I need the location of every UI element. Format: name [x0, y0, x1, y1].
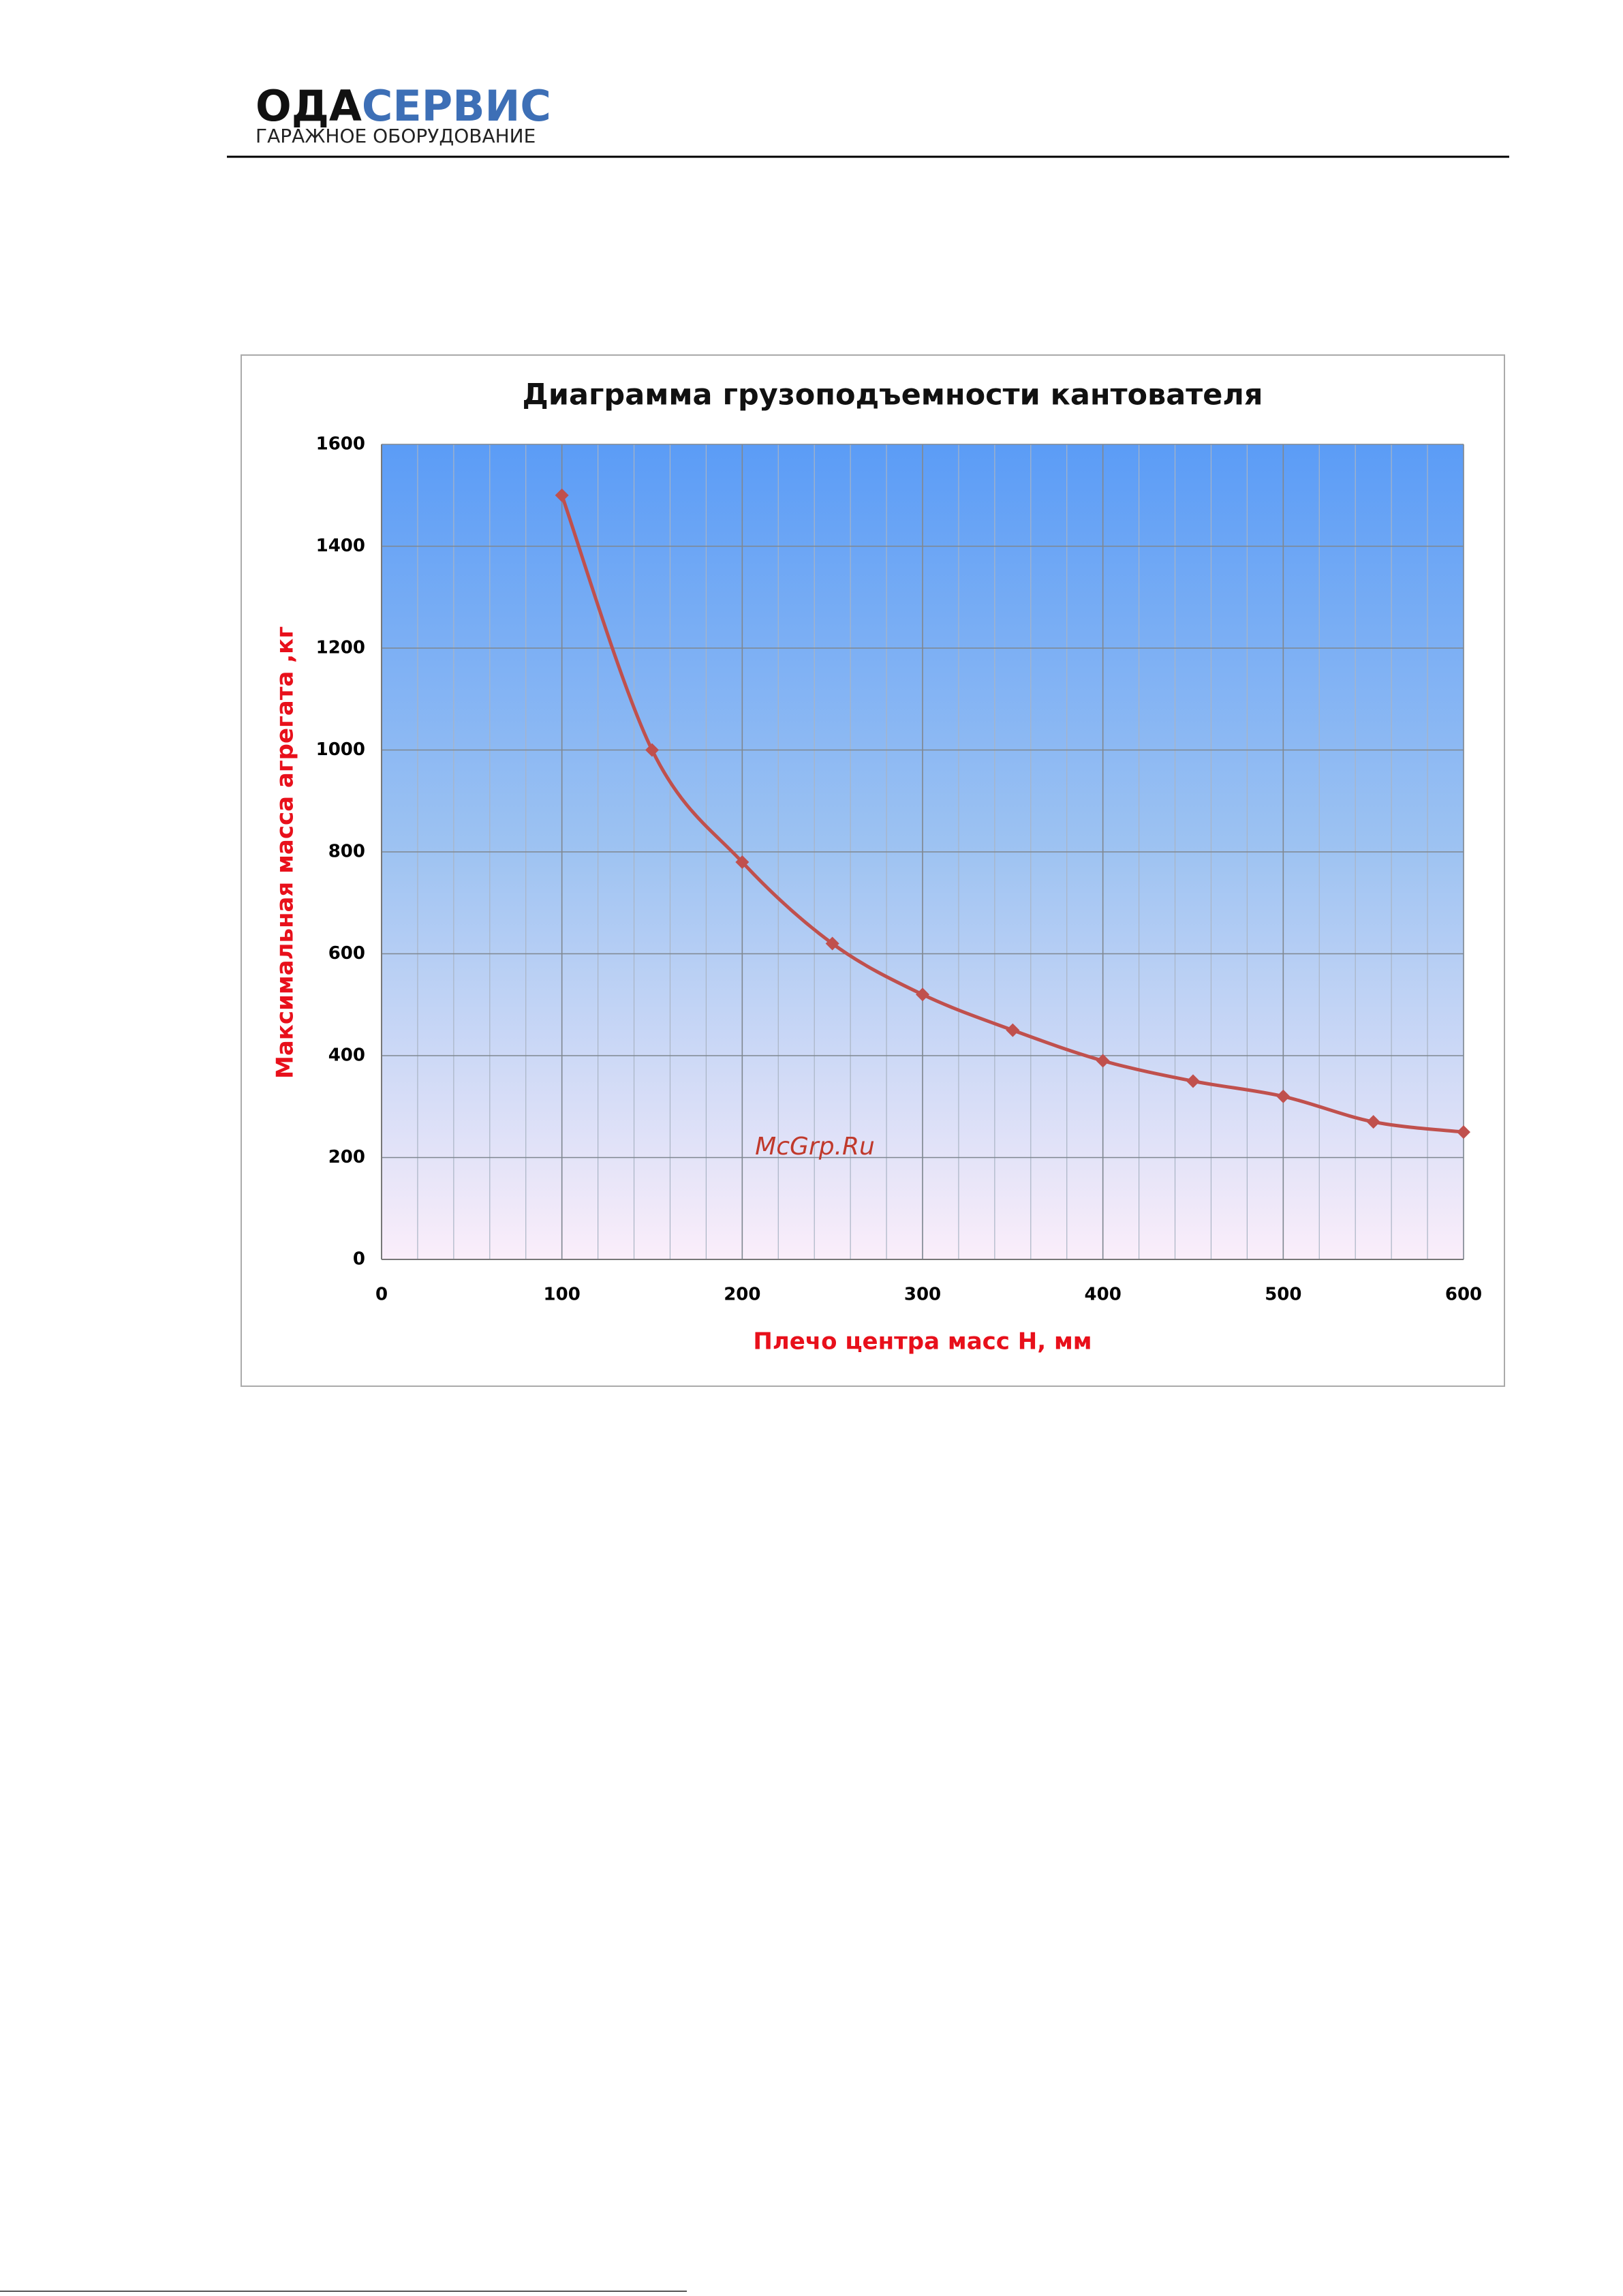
brand: ОДАСЕРВИС	[256, 81, 551, 131]
point-marker	[1096, 1054, 1110, 1068]
x-tick-label: 300	[904, 1285, 941, 1305]
y-axis-label: Максимальная масса агрегата ,кг	[272, 626, 299, 1079]
plot: 0 200 400 600 800 1000 1200 1400 1600 0 100 200 300 4…	[316, 434, 1483, 1305]
x-tick-label: 600	[1445, 1285, 1482, 1305]
x-tick-label: 200	[724, 1285, 760, 1305]
series-line	[560, 494, 1464, 1134]
y-tick-label: 1400	[316, 536, 365, 556]
point-marker	[1186, 1074, 1200, 1088]
point-marker	[735, 855, 749, 869]
x-axis-label: Плечо центра масс H, мм	[753, 1328, 1092, 1356]
point-marker	[916, 988, 929, 1002]
point-marker	[1457, 1125, 1470, 1139]
brand-dark: ОДА	[256, 81, 362, 131]
y-tick-label: 800	[328, 842, 365, 862]
y-tick-label: 400	[328, 1045, 365, 1066]
brand-blue: СЕРВИС	[362, 81, 551, 131]
y-tick-label: 200	[328, 1147, 365, 1167]
x-tick-label: 0	[375, 1285, 388, 1305]
x-tick-label: 500	[1265, 1285, 1301, 1305]
point-marker	[645, 743, 659, 757]
y-tick-label: 600	[328, 943, 365, 964]
point-marker	[1366, 1115, 1380, 1129]
point-marker	[1276, 1089, 1290, 1103]
chart-title: Диаграмма грузоподъемности кантователя	[523, 378, 1263, 412]
point-marker	[555, 488, 569, 502]
y-tick-label: 0	[353, 1249, 365, 1270]
tagline: ГАРАЖНОЕ ОБОРУДОВАНИЕ	[256, 125, 536, 147]
point-marker	[825, 936, 839, 951]
watermark: McGrp.Ru	[755, 1133, 875, 1161]
y-tick-label: 1000	[316, 739, 365, 760]
y-tick-label: 1600	[316, 434, 365, 455]
x-tick-label: 400	[1085, 1285, 1122, 1305]
y-tick-label: 1200	[316, 638, 365, 658]
x-tick-label: 100	[544, 1285, 581, 1305]
point-marker	[1006, 1023, 1020, 1037]
